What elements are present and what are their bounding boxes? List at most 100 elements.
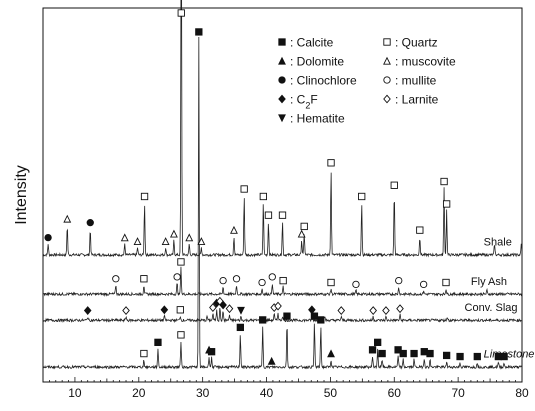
phase-marker-limestone-62 xyxy=(259,316,267,324)
phase-marker-fly-ash-27 xyxy=(177,258,185,266)
phase-marker-fly-ash-36 xyxy=(419,280,428,289)
y-axis-title: Intensity xyxy=(13,165,30,225)
phase-marker-conv-slag-50 xyxy=(308,305,316,315)
legend-label-quartz: : Quartz xyxy=(395,36,438,50)
phase-marker-shale-14 xyxy=(264,211,273,219)
phase-marker-limestone-55 xyxy=(140,349,148,358)
phase-marker-conv-slag-49 xyxy=(274,301,282,311)
phase-marker-conv-slag-52 xyxy=(369,306,377,315)
phase-marker-limestone-67 xyxy=(327,349,335,358)
series-layer: Shale Fly Ash Conv. Slag Limestone xyxy=(42,0,534,370)
legend-label-calcite: : Calcite xyxy=(290,36,334,50)
phase-marker-limestone-72 xyxy=(399,349,407,358)
legend-marker-dolomite xyxy=(278,56,286,65)
phase-marker-limestone-71 xyxy=(394,346,402,354)
phase-marker-conv-slag-39 xyxy=(122,306,130,315)
phase-marker-fly-ash-32 xyxy=(279,276,287,285)
legend-label-hematite: : Hematite xyxy=(290,112,345,126)
phase-marker-limestone-73 xyxy=(410,349,418,358)
phase-marker-shale-9 xyxy=(185,233,194,242)
legend-label-mullite: : mullite xyxy=(395,74,437,88)
x-tick-label-30: 30 xyxy=(196,386,210,400)
phase-marker-fly-ash-35 xyxy=(395,276,403,285)
x-tick-label-60: 60 xyxy=(388,386,402,400)
series-line-conv-slag xyxy=(42,308,522,324)
phase-marker-shale-23 xyxy=(442,200,451,208)
phase-marker-conv-slag-40 xyxy=(160,305,169,315)
x-tick-label-50: 50 xyxy=(324,386,338,400)
phase-marker-limestone-75 xyxy=(426,349,434,358)
phase-marker-limestone-61 xyxy=(236,323,244,332)
phase-marker-shale-3 xyxy=(120,233,129,242)
phase-marker-limestone-60 xyxy=(207,348,216,356)
series-label-shale: Shale xyxy=(484,236,512,248)
phase-marker-fly-ash-34 xyxy=(352,280,360,289)
phase-marker-conv-slag-46 xyxy=(225,304,234,314)
phase-marker-limestone-80 xyxy=(500,352,508,361)
phase-marker-shale-10 xyxy=(197,237,206,246)
legend-marker-mullite xyxy=(383,76,391,84)
phase-marker-conv-slag-54 xyxy=(396,304,404,314)
phase-marker-shale-16 xyxy=(297,229,306,238)
phase-marker-limestone-64 xyxy=(283,312,291,320)
phase-marker-shale-19 xyxy=(358,192,366,201)
legend-marker-quartz xyxy=(383,38,391,46)
phase-marker-shale-7 xyxy=(169,229,178,238)
phase-marker-shale-17 xyxy=(300,222,308,231)
series-line-limestone xyxy=(42,36,523,370)
legend-label-dolomite: : Dolomite xyxy=(290,55,344,69)
x-tick-label-20: 20 xyxy=(132,386,146,400)
phase-marker-limestone-77 xyxy=(456,352,464,361)
phase-marker-shale-22 xyxy=(440,177,448,186)
x-tick-label-80: 80 xyxy=(515,386,529,400)
legend-marker-calcite xyxy=(278,38,286,46)
series-label-fly-ash: Fly Ash xyxy=(471,276,507,288)
phase-marker-shale-0 xyxy=(44,233,52,242)
phase-marker-shale-12 xyxy=(240,185,248,193)
phase-marker-limestone-65 xyxy=(310,312,319,320)
phase-marker-conv-slag-38 xyxy=(83,306,92,315)
phase-marker-limestone-76 xyxy=(442,351,451,360)
phase-marker-limestone-58 xyxy=(195,28,203,36)
phase-marker-shale-18 xyxy=(327,159,335,167)
legend-label-c2f: : C2F xyxy=(290,93,318,111)
phase-marker-shale-21 xyxy=(416,226,424,234)
phase-marker-limestone-69 xyxy=(374,338,382,346)
marker-layer xyxy=(44,9,508,365)
phase-marker-fly-ash-26 xyxy=(173,273,181,281)
phase-marker-fly-ash-31 xyxy=(268,273,276,281)
phase-marker-fly-ash-24 xyxy=(112,275,120,283)
phase-marker-limestone-68 xyxy=(368,346,377,354)
phase-marker-conv-slag-42 xyxy=(209,303,217,312)
phase-marker-fly-ash-37 xyxy=(442,278,450,287)
x-tick-label-70: 70 xyxy=(451,386,465,400)
phase-marker-shale-1 xyxy=(63,214,72,223)
phase-marker-fly-ash-33 xyxy=(327,278,335,287)
legend-marker-hematite xyxy=(278,114,286,123)
plot-frame xyxy=(42,7,523,383)
phase-marker-shale-8 xyxy=(177,9,185,17)
x-tick-label-40: 40 xyxy=(260,386,274,400)
phase-marker-limestone-57 xyxy=(177,331,185,339)
phase-marker-conv-slag-47 xyxy=(237,306,245,315)
x-axis: 10 20 30 40 50 60 70 80 xyxy=(42,377,529,400)
phase-marker-shale-13 xyxy=(259,192,267,201)
phase-marker-limestone-78 xyxy=(473,352,481,361)
phase-marker-fly-ash-29 xyxy=(232,275,241,283)
legend-label-larnite: : Larnite xyxy=(395,93,439,107)
legend-marker-c xyxy=(278,94,286,104)
phase-marker-shale-6 xyxy=(161,237,170,246)
phase-marker-shale-15 xyxy=(278,211,287,219)
phase-marker-shale-2 xyxy=(86,219,94,227)
phase-marker-shale-20 xyxy=(390,181,398,189)
series-line-shale xyxy=(42,0,523,258)
phase-marker-conv-slag-51 xyxy=(337,306,346,315)
legend-marker-clinochlore xyxy=(278,76,286,84)
phase-marker-fly-ash-28 xyxy=(219,276,227,285)
phase-marker-limestone-66 xyxy=(317,316,325,324)
series-line-fly-ash xyxy=(42,266,523,297)
phase-marker-conv-slag-41 xyxy=(176,306,184,314)
legend-label-clinochlore: : Clinochlore xyxy=(290,74,357,88)
phase-marker-shale-11 xyxy=(230,225,238,234)
